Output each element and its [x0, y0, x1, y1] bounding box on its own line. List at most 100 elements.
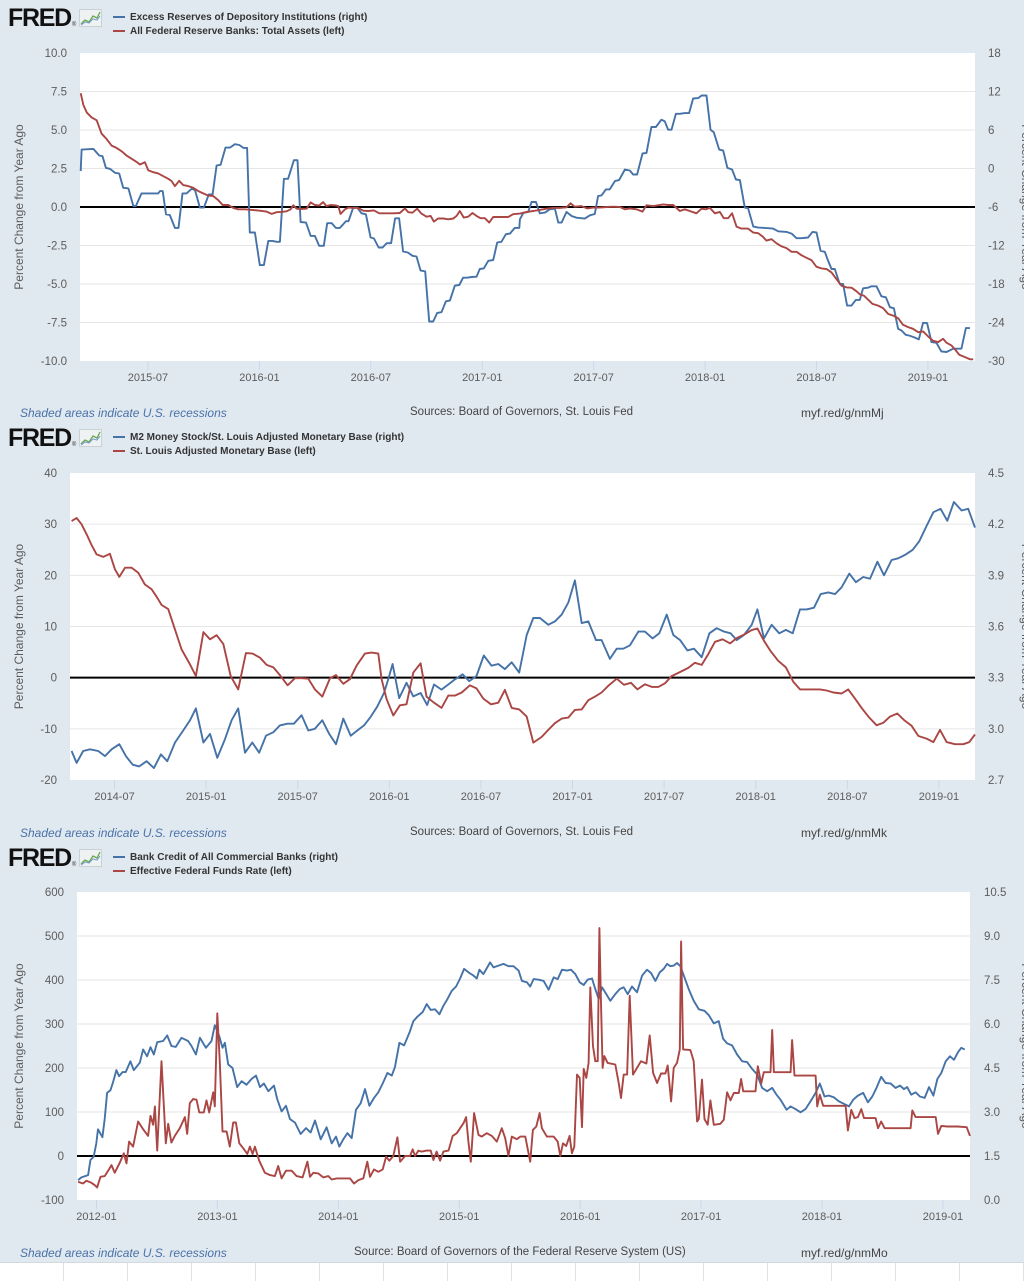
left-y-tick-label: 40: [44, 468, 57, 480]
fred-logo[interactable]: FRED ®: [8, 4, 103, 32]
right-y-tick-label: 4.5: [988, 468, 1004, 480]
series-line-bank-credit: [77, 961, 966, 1181]
left-y-tick-label: 600: [45, 887, 64, 899]
recession-note: Shaded areas indicate U.S. recessions: [20, 1246, 227, 1260]
right-y-tick-label: -12: [988, 241, 1005, 253]
fred-graph-icon: [79, 9, 103, 27]
left-y-tick-label: 200: [45, 1063, 64, 1075]
short-url-link[interactable]: myf.red/g/nmMk: [801, 826, 888, 840]
x-tick-label: 2016-01: [560, 1211, 600, 1223]
line-chart: 600 500 400 300 200 100 0 -100 10.5 9.0 7.5 6.0 4.5 3…: [12, 887, 1024, 1223]
chart-legend: M2 Money Stock/St. Louis Adjusted Moneta…: [113, 430, 404, 458]
left-y-tick-label: -7.5: [47, 318, 67, 330]
left-y-tick-label: 300: [45, 1019, 64, 1031]
left-y-tick-label: 20: [44, 570, 57, 582]
series-line-fed-total-assets: [79, 92, 974, 361]
legend-swatch: [113, 16, 125, 18]
right-y-tick-label: 0: [988, 164, 994, 176]
left-y-tick-label: 0: [51, 673, 57, 685]
chart-panel-excess-reserves: FRED ® Excess Reserves of Depository Ins…: [0, 0, 1024, 420]
legend-swatch: [113, 856, 125, 858]
x-tick-label: 2013-01: [197, 1211, 237, 1223]
right-y-tick-label: 4.2: [988, 519, 1004, 531]
line-chart: 40 30 20 10 0 -10 -20 4.5 4.2 3.9 3.6 3.3 3.0 2.7 2014…: [12, 468, 1024, 803]
legend-item: Effective Federal Funds Rate (left): [113, 864, 338, 878]
left-y-tick-label: 10: [44, 622, 57, 634]
table-cell: [0, 1263, 64, 1281]
x-tick-label: 2017-01: [681, 1211, 721, 1223]
fred-graph-icon: [79, 429, 103, 447]
right-y-tick-label: 2.7: [988, 775, 1004, 787]
legend-label: Bank Credit of All Commercial Banks (rig…: [130, 851, 338, 863]
left-y-tick-label: -10.0: [41, 356, 67, 368]
left-y-tick-label: 7.5: [51, 87, 67, 99]
table-cell: [64, 1263, 128, 1281]
bottom-table-row: [0, 1262, 1024, 1281]
right-y-tick-label: 3.0: [984, 1107, 1000, 1119]
right-y-tick-label: 4.5: [984, 1063, 1000, 1075]
legend-label: Excess Reserves of Depository Institutio…: [130, 11, 368, 23]
x-tick-label: 2016-07: [351, 372, 391, 384]
right-axis-title: Percent Change from Year Ago: [1019, 963, 1024, 1129]
right-y-tick-label: 3.0: [988, 724, 1004, 736]
legend-item: M2 Money Stock/St. Louis Adjusted Moneta…: [113, 430, 404, 444]
right-y-tick-label: 7.5: [984, 975, 1000, 987]
left-y-tick-label: 30: [44, 519, 57, 531]
x-tick-label: 2016-07: [461, 791, 501, 803]
registered-mark: ®: [71, 862, 77, 868]
fred-logo-text: FRED: [8, 844, 72, 872]
right-y-tick-label: -18: [988, 279, 1005, 291]
right-y-tick-label: -24: [988, 318, 1005, 330]
left-y-tick-label: -2.5: [47, 241, 67, 253]
legend-swatch: [113, 30, 125, 32]
legend-label: All Federal Reserve Banks: Total Assets …: [130, 25, 345, 37]
short-url-link[interactable]: myf.red/g/nmMo: [801, 1246, 888, 1260]
left-y-tick-label: -100: [41, 1195, 64, 1207]
legend-swatch: [113, 436, 125, 438]
series-line-excess-reserves: [79, 94, 970, 353]
left-axis-title: Percent Change from Year Ago: [12, 963, 26, 1129]
table-cell: [320, 1263, 384, 1281]
short-url-link[interactable]: myf.red/g/nmMj: [801, 406, 884, 420]
left-y-tick-label: 2.5: [51, 164, 67, 176]
left-y-tick-label: 500: [45, 931, 64, 943]
right-y-tick-label: 18: [988, 48, 1001, 60]
source-note: Sources: Board of Governors, St. Louis F…: [410, 826, 634, 838]
x-tick-label: 2018-01: [736, 791, 776, 803]
fred-logo-text: FRED: [8, 4, 72, 32]
x-tick-label: 2016-01: [239, 372, 279, 384]
right-y-tick-label: 1.5: [984, 1151, 1000, 1163]
x-tick-label: 2014-01: [318, 1211, 358, 1223]
left-y-tick-label: 10.0: [45, 48, 67, 60]
right-y-tick-label: -30: [988, 356, 1005, 368]
legend-item: Bank Credit of All Commercial Banks (rig…: [113, 850, 338, 864]
left-y-tick-label: 5.0: [51, 125, 67, 137]
table-cell: [384, 1263, 448, 1281]
table-cell: [896, 1263, 960, 1281]
left-y-tick-label: 400: [45, 975, 64, 987]
right-y-tick-label: 3.9: [988, 570, 1004, 582]
right-y-tick-label: 12: [988, 87, 1001, 99]
legend-item: St. Louis Adjusted Monetary Base (left): [113, 444, 404, 458]
right-y-tick-label: 6: [988, 125, 994, 137]
x-tick-label: 2018-01: [802, 1211, 842, 1223]
x-tick-label: 2015-07: [278, 791, 318, 803]
chart-panel-m2-monetary-base: FRED ® M2 Money Stock/St. Louis Adjusted…: [0, 420, 1024, 840]
left-y-tick-label: -20: [40, 775, 57, 787]
legend-item: Excess Reserves of Depository Institutio…: [113, 10, 367, 24]
right-axis-title: Percent Change from Year Ago: [1019, 124, 1024, 290]
x-tick-label: 2017-07: [644, 791, 684, 803]
fred-graph-icon: [79, 849, 103, 867]
legend-label: M2 Money Stock/St. Louis Adjusted Moneta…: [130, 431, 405, 443]
x-tick-label: 2014-07: [94, 791, 134, 803]
right-y-tick-label: 9.0: [984, 931, 1000, 943]
left-y-tick-label: 0: [58, 1151, 64, 1163]
source-note: Sources: Board of Governors, St. Louis F…: [410, 406, 634, 418]
table-cell: [576, 1263, 640, 1281]
x-tick-label: 2018-07: [796, 372, 836, 384]
fred-logo[interactable]: FRED ®: [8, 425, 103, 451]
x-tick-label: 2016-01: [369, 791, 409, 803]
left-axis-title: Percent Change from Year Ago: [12, 543, 26, 709]
right-y-tick-label: -6: [988, 202, 998, 214]
fred-logo[interactable]: FRED ®: [8, 844, 103, 872]
